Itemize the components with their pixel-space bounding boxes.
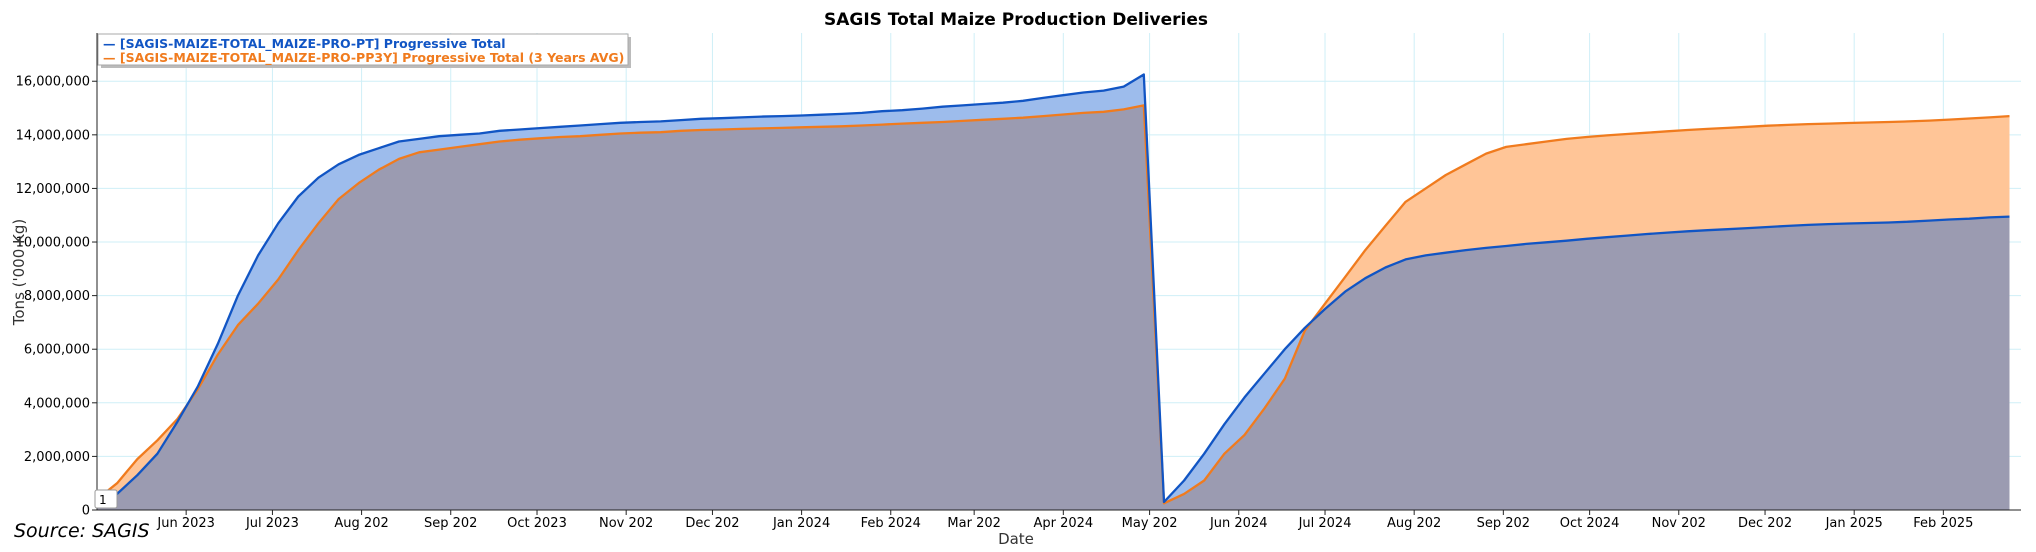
- x-tick-label: Jul 2023: [245, 516, 299, 531]
- y-tick-label: 14,000,000: [16, 128, 90, 143]
- y-tick-label: 6,000,000: [24, 343, 90, 358]
- x-tick-label: Aug 202: [334, 516, 388, 531]
- legend-entry-3-year-avg: — [SAGIS-MAIZE-TOTAL_MAIZE-PRO-PP3Y] Pro…: [103, 50, 624, 66]
- y-axis-label: Tons ('000 Kg): [10, 219, 28, 326]
- y-axis-ticks: 0 2,000,000 4,000,000 6,000,000 8,000,000 10,…: [16, 75, 97, 519]
- x-tick-label: Nov 202: [599, 516, 653, 531]
- x-tick-label: Sep 202: [1477, 516, 1530, 531]
- x-tick-label: Jan 2024: [772, 516, 830, 531]
- page-indicator[interactable]: 1: [94, 489, 118, 509]
- y-tick-label: 0: [82, 504, 90, 519]
- x-tick-label: Feb 2025: [1913, 516, 1973, 531]
- page-indicator-label: 1: [99, 493, 107, 507]
- y-tick-label: 10,000,000: [16, 236, 90, 251]
- area-fills: [97, 74, 2010, 510]
- x-tick-label: Jul 2024: [1298, 516, 1352, 531]
- legend: — [SAGIS-MAIZE-TOTAL_MAIZE-PRO-PT] Progr…: [97, 33, 631, 68]
- series-lines: [97, 73, 2010, 505]
- x-tick-label: Mar 202: [947, 516, 1000, 531]
- x-tick-label: Jun 2024: [1209, 516, 1268, 531]
- x-tick-label: Jan 2025: [1825, 516, 1883, 531]
- x-tick-label: Feb 2024: [861, 516, 921, 531]
- x-tick-label: Aug 202: [1387, 516, 1441, 531]
- series-line-progressive-total: [97, 73, 2010, 504]
- y-tick-label: 8,000,000: [24, 289, 90, 304]
- x-tick-label: Sep 202: [424, 516, 477, 531]
- x-tick-label: Nov 202: [1652, 516, 1706, 531]
- area-overlap: [97, 105, 2010, 510]
- legend-entry-progressive-total: — [SAGIS-MAIZE-TOTAL_MAIZE-PRO-PT] Progr…: [103, 36, 506, 52]
- x-tick-label: Apr 2024: [1033, 516, 1093, 531]
- legend-box: [97, 33, 629, 66]
- source-note: Source: SAGIS: [14, 520, 150, 542]
- y-tick-label: 2,000,000: [24, 450, 90, 465]
- series-line-3-year-avg: [97, 104, 2010, 505]
- chart-title: SAGIS Total Maize Production Deliveries: [824, 10, 1208, 30]
- x-tick-label: Dec 202: [685, 516, 739, 531]
- x-tick-label: Oct 2024: [1560, 516, 1620, 531]
- x-tick-label: Oct 2023: [507, 516, 567, 531]
- page-indicator-box[interactable]: [94, 489, 118, 509]
- x-tick-label: May 202: [1122, 516, 1178, 531]
- x-tick-label: Jun 2023: [156, 516, 215, 531]
- y-tick-label: 12,000,000: [16, 182, 90, 197]
- y-tick-label: 4,000,000: [24, 396, 90, 411]
- x-axis-label: Date: [998, 530, 1034, 548]
- x-tick-label: Dec 202: [1738, 516, 1792, 531]
- x-axis-ticks: Jun 2023 Jul 2023 Aug 202 Sep 202 Oct 2023 No…: [156, 510, 1973, 531]
- y-tick-label: 16,000,000: [16, 75, 90, 90]
